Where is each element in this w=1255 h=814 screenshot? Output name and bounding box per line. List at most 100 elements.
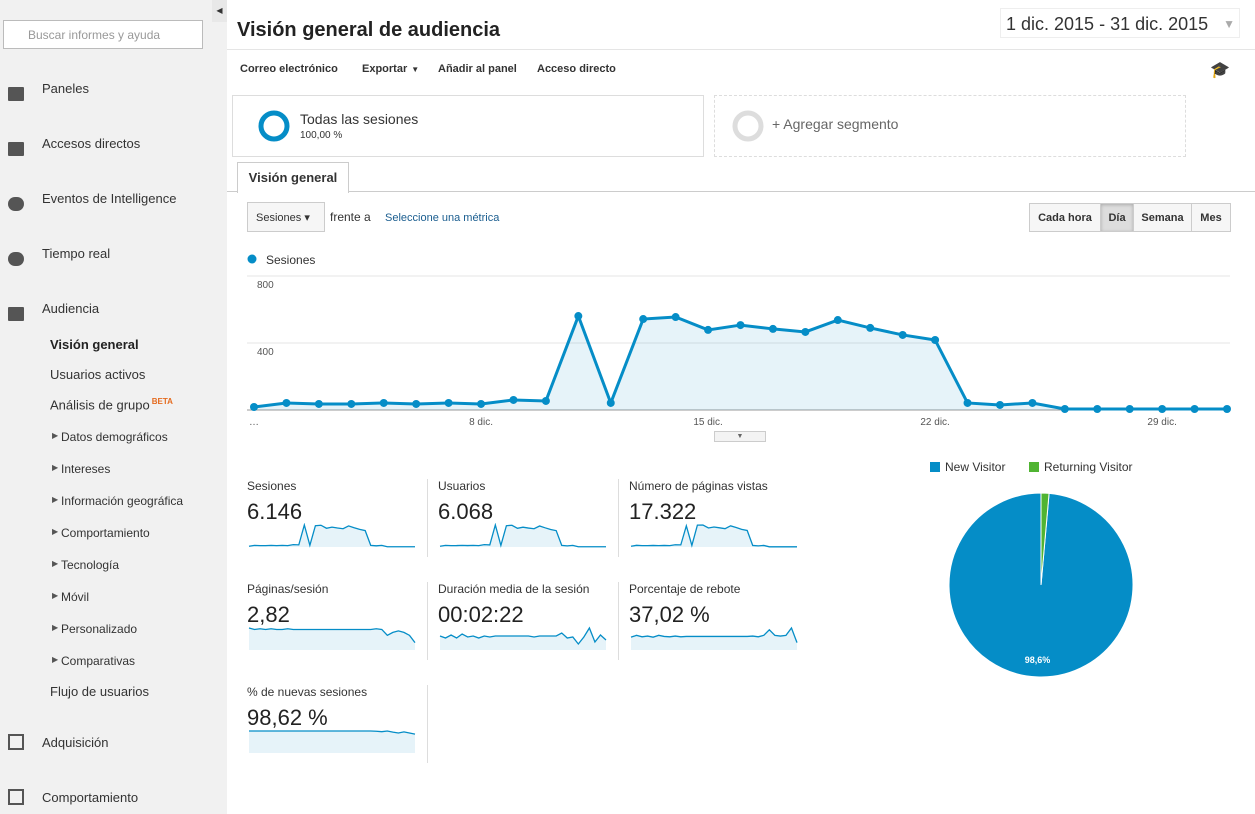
expand-arrow: ▶ [52, 495, 59, 504]
metric-divider [618, 582, 619, 660]
nav-icon [8, 142, 24, 156]
menu-caret: ▼ [411, 65, 420, 74]
versus: frente a [330, 210, 371, 224]
legend-label: New Visitor [945, 460, 1005, 474]
point [282, 398, 291, 407]
subnav-item[interactable]: Datos demográficos [61, 430, 168, 444]
point [477, 399, 486, 408]
nav-item[interactable]: Paneles [42, 81, 89, 96]
metric-value: 6.068 [438, 499, 494, 524]
x-tick-label: … [249, 417, 259, 428]
select-metric[interactable]: Seleccione una métrica [385, 212, 500, 224]
nav-icon [8, 307, 24, 321]
metric-label: Páginas/sesión [247, 582, 329, 596]
metric-divider [427, 685, 428, 763]
visitor-pie: New Visitor Returning Visitor 98,6% [930, 460, 1134, 678]
metric-value: 98,62 % [247, 705, 328, 730]
nav-icon [8, 87, 24, 101]
point [1125, 404, 1134, 413]
subnav-item[interactable]: Análisis de grupo BETA [50, 397, 173, 413]
academy-icon[interactable]: 🎓 [1210, 62, 1230, 79]
sparkline [248, 523, 415, 548]
nav-item[interactable]: Adquisición [42, 735, 109, 750]
sparkline-area [631, 525, 797, 547]
expand-arrow: ▶ [52, 527, 59, 536]
expand-arrow: ▶ [52, 623, 59, 632]
subnav-item[interactable]: Intereses [61, 462, 111, 476]
subnav-item[interactable]: Información geográfica [61, 494, 184, 508]
segment-card[interactable]: Todas las sesiones 100,00 % [232, 95, 704, 157]
nav-item[interactable]: Accesos directos [42, 136, 141, 151]
y-tick-label: 800 [257, 280, 274, 291]
expand-arrow: ▶ [52, 559, 59, 568]
sparkline-line [248, 523, 415, 548]
add-segment-label: + Agregar segmento [772, 116, 899, 132]
toolbar-item[interactable]: Correo electrónico [240, 63, 338, 75]
expand-chart[interactable]: ▼ [714, 431, 766, 442]
page-title: Visión general de audiencia [237, 19, 501, 41]
nav-item[interactable]: Audiencia [42, 301, 100, 316]
sparkline-area [249, 525, 415, 547]
subnav-item[interactable]: Usuarios activos [50, 367, 146, 382]
date-range[interactable]: 1 dic. 2015 - 31 dic. 2015 ▼ [1000, 8, 1240, 38]
segment-ring [258, 110, 290, 142]
metric-divider [618, 479, 619, 557]
beta-badge: BETA [151, 397, 173, 406]
divider [227, 49, 1255, 50]
legend-label: Returning Visitor [1044, 460, 1133, 474]
nav-item[interactable]: Tiempo real [42, 246, 111, 261]
sidebar: Buscar informes y ayuda Paneles Accesos d… [0, 0, 227, 814]
toolbar-item[interactable]: Exportar ▼ [362, 63, 419, 75]
legend-label: Sesiones [266, 253, 315, 267]
nav-item[interactable]: Eventos de Intelligence [42, 191, 177, 206]
point [1190, 404, 1199, 413]
tab[interactable]: Visión general [237, 162, 349, 193]
metric-label: Usuarios [438, 479, 486, 493]
segment-name: Todas las sesiones [300, 111, 419, 127]
metric-select-text: Sesiones [256, 212, 302, 224]
subnav-item[interactable]: Visión general [50, 337, 139, 352]
metric-value: 37,02 % [629, 602, 710, 627]
legend-swatch [930, 462, 940, 472]
add-segment[interactable]: + Agregar segmento [714, 95, 1186, 157]
granularity-button[interactable]: Día [1100, 203, 1134, 232]
segment-share: 100,00 % [300, 130, 343, 141]
collapse-toggle[interactable]: ◀ [212, 0, 227, 22]
granularity-button[interactable]: Semana [1133, 203, 1192, 232]
granularity-button[interactable]: Cada hora [1029, 203, 1101, 232]
point [606, 398, 615, 407]
search-box[interactable]: Buscar informes y ayuda [3, 20, 203, 49]
subnav-item[interactable]: Móvil [61, 590, 90, 604]
toolbar-item[interactable]: Añadir al panel [438, 63, 517, 75]
nav-item[interactable]: Comportamiento [42, 790, 139, 805]
granularity-button[interactable]: Mes [1191, 203, 1231, 232]
sparkline [248, 627, 416, 650]
sparkline-area [631, 628, 797, 650]
sparkline [630, 523, 797, 548]
subnav-item[interactable]: Comportamiento [61, 526, 150, 540]
point [801, 327, 810, 336]
point [736, 321, 745, 330]
pie-label: 98,6% [1025, 655, 1051, 665]
sparkline-line [630, 626, 798, 643]
sparkline [439, 626, 607, 650]
sparkline-line [249, 730, 416, 735]
sessions-chart: 400 800 … 8 dic. 15 dic. 22 dic. 29 dic. Sesion… [247, 253, 1231, 428]
toolbar-item[interactable]: Acceso directo [537, 63, 616, 75]
subnav-item[interactable]: Flujo de usuarios [50, 684, 149, 699]
metric-value: 2,82 [247, 602, 290, 627]
subnav-item[interactable]: Personalizado [61, 622, 138, 636]
search-placeholder: Buscar informes y ayuda [28, 28, 161, 42]
point [314, 399, 323, 408]
point [995, 400, 1004, 409]
toolbar-label: Añadir al panel [438, 63, 517, 75]
expand-arrow: ▶ [52, 591, 59, 600]
subnav-item[interactable]: Tecnología [61, 558, 120, 572]
subnav-item[interactable]: Comparativas [61, 654, 136, 668]
metric-select[interactable]: Sesiones ▾ [247, 202, 325, 232]
point [931, 335, 940, 344]
point [412, 399, 421, 408]
point [347, 399, 356, 408]
area [254, 316, 1227, 410]
